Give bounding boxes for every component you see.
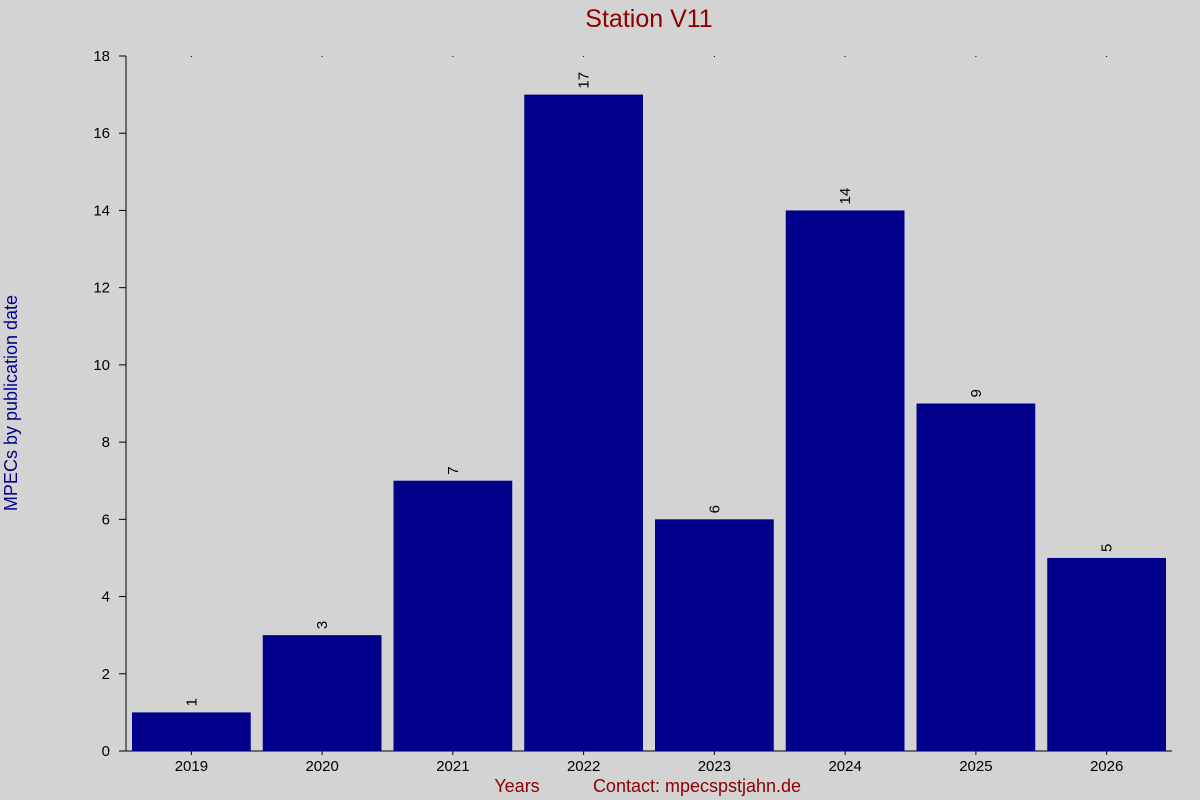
bar [132, 712, 251, 751]
bar [524, 94, 643, 752]
top-tick-mark [1106, 56, 1108, 57]
x-axis-label: Years [494, 776, 539, 796]
bar-value-label: 9 [968, 389, 985, 397]
top-tick-mark [321, 56, 323, 57]
bar-value-label: 17 [576, 72, 593, 89]
top-tick-mark [452, 56, 454, 57]
top-tick-mark [190, 56, 192, 57]
contact-label: Contact: mpecspstjahn.de [593, 776, 801, 796]
bar-value-label: 5 [1099, 544, 1116, 552]
top-tick-mark [844, 56, 846, 57]
x-tick-label: 2026 [1090, 758, 1123, 775]
bar [393, 480, 513, 751]
x-tick-label: 2025 [959, 758, 992, 775]
y-tick-label: 12 [93, 280, 110, 297]
chart-title: Station V11 [585, 5, 712, 33]
top-tick-mark [713, 56, 715, 57]
bar [916, 403, 1036, 751]
y-tick-label: 18 [93, 48, 110, 65]
bar-value-label: 7 [445, 466, 462, 474]
x-tick-label: 2022 [567, 758, 600, 775]
y-tick-label: 4 [102, 589, 110, 606]
bar [262, 635, 382, 751]
bar [1047, 557, 1166, 751]
bar [655, 519, 774, 751]
plot-area: 0 2 4 6 8 10 12 14 16 18 1 2019 3 2020 7 2021 17 2022 6 202… [93, 48, 1172, 775]
y-tick-label: 16 [93, 125, 110, 142]
bar [785, 210, 905, 751]
bar-value-label: 6 [706, 505, 723, 513]
y-tick-label: 2 [102, 666, 110, 683]
y-axis-label: MPECs by publication date [1, 295, 21, 511]
y-tick-label: 0 [102, 743, 110, 760]
top-tick-mark [975, 56, 977, 57]
x-tick-label: 2021 [436, 758, 469, 775]
bar-value-label: 1 [183, 698, 200, 706]
x-tick-label: 2024 [828, 758, 861, 775]
y-tick-label: 10 [93, 357, 110, 374]
y-tick-label: 6 [102, 511, 110, 528]
y-tick-label: 14 [93, 202, 110, 219]
x-tick-label: 2020 [305, 758, 338, 775]
x-tick-label: 2023 [698, 758, 731, 775]
x-tick-label: 2019 [175, 758, 208, 775]
bar-value-label: 14 [837, 188, 854, 205]
top-tick-mark [583, 56, 585, 57]
y-tick-label: 8 [102, 434, 110, 451]
bar-value-label: 3 [314, 621, 331, 629]
